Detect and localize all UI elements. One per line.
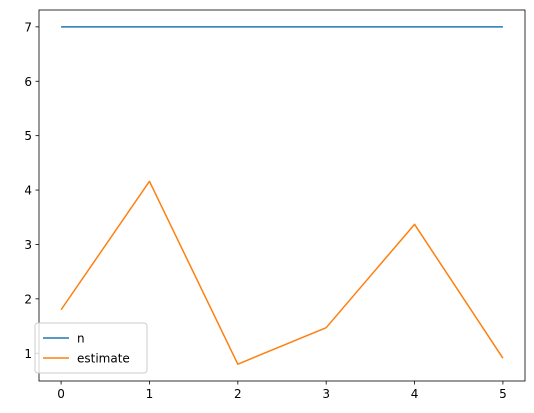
legend-label: n (77, 332, 85, 346)
y-tick-label: 1 (24, 347, 32, 361)
y-tick-label: 3 (24, 238, 32, 252)
legend-box (34, 322, 148, 374)
series-layer (60, 26, 504, 365)
legend: n estimate (34, 322, 148, 374)
series-line-estimate (60, 180, 504, 365)
x-tick-label: 5 (499, 387, 507, 401)
x-tick-label: 4 (411, 387, 419, 401)
y-tick-label: 7 (24, 20, 32, 34)
y-tick-label: 5 (24, 129, 32, 143)
x-tick-label: 2 (234, 387, 242, 401)
plot-area (39, 10, 525, 381)
y-tick-label: 6 (24, 75, 32, 89)
legend-label: estimate (77, 352, 130, 366)
x-tick-label: 3 (322, 387, 330, 401)
y-tick-label: 2 (24, 292, 32, 306)
y-tick-label: 4 (24, 184, 32, 198)
ticks-layer: 0 1 2 3 4 5 1 2 3 4 5 6 7 (24, 20, 506, 401)
plot-frame (38, 9, 526, 382)
x-tick-label: 0 (57, 387, 65, 401)
x-tick-label: 1 (146, 387, 154, 401)
